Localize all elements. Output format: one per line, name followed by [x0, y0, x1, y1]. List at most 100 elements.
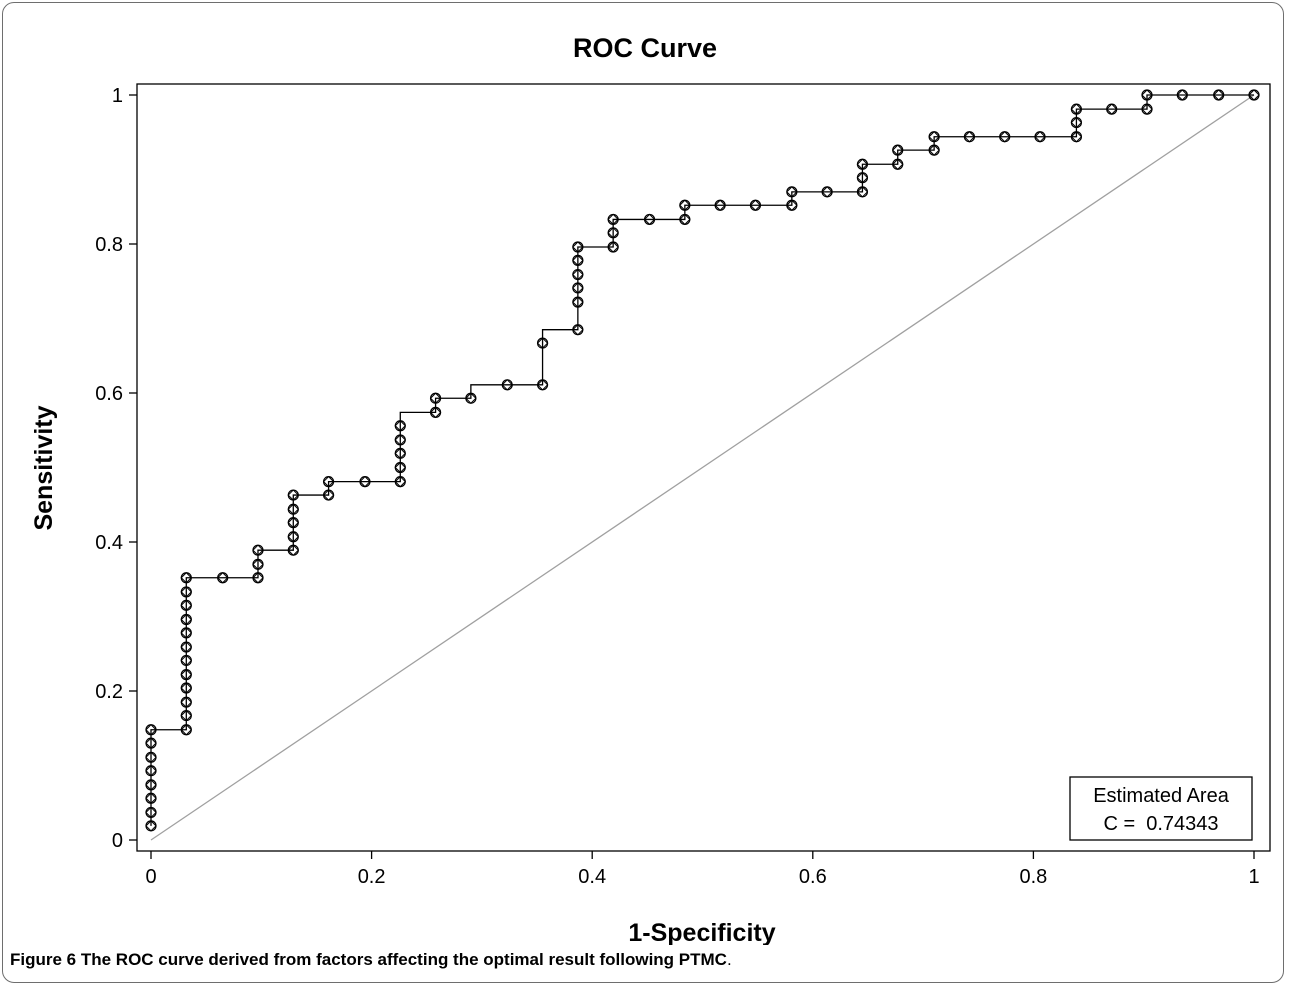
roc-data-point-marker: [180, 668, 193, 681]
roc-data-point-marker: [429, 406, 442, 419]
roc-data-point-marker: [572, 268, 584, 281]
roc-data-point-marker: [679, 213, 691, 226]
roc-data-point-marker: [999, 131, 1011, 143]
roc-data-point-marker: [429, 392, 442, 404]
roc-data-point-marker: [394, 420, 406, 432]
roc-data-point-marker: [607, 213, 619, 226]
estimated-area-border: [1069, 776, 1253, 841]
caption-label: Figure 6: [10, 950, 77, 969]
y-tick-label: 0.6: [95, 383, 123, 405]
roc-data-point-marker: [856, 158, 869, 170]
y-tick-label: 0.2: [95, 681, 123, 703]
y-axis-label: Sensitivity: [30, 405, 58, 530]
roc-data-point-marker: [572, 296, 584, 308]
roc-data-point-marker: [394, 434, 406, 446]
roc-data-point-marker: [749, 199, 762, 211]
roc-data-point-marker: [572, 241, 584, 253]
roc-data-point-marker: [322, 489, 335, 501]
roc-data-point-marker: [536, 379, 549, 391]
estimated-area-box: Estimated Area C = 0.74343: [1069, 776, 1253, 841]
roc-data-point-marker: [180, 599, 193, 612]
roc-data-point-marker: [180, 627, 193, 639]
roc-data-point-marker: [180, 613, 193, 626]
roc-data-point-marker: [572, 254, 584, 267]
roc-data-point-marker: [679, 199, 691, 211]
x-axis-label: 1-Specificity: [628, 919, 775, 945]
roc-data-point-marker: [572, 323, 584, 336]
roc-data-point-marker: [1141, 103, 1153, 115]
figure-caption: Figure 6 The ROC curve derived from fact…: [10, 950, 732, 970]
roc-data-point-marker: [145, 806, 157, 819]
roc-data-point-marker: [145, 737, 157, 749]
roc-data-point-marker: [501, 379, 513, 391]
x-tick-label: 0.2: [358, 866, 386, 888]
roc-data-point-marker: [821, 186, 833, 198]
roc-data-point-marker: [145, 724, 157, 736]
roc-data-point-marker: [1070, 131, 1083, 143]
roc-data-point-marker: [145, 779, 157, 791]
caption-end: .: [726, 950, 732, 969]
reference-diagonal-line: [150, 94, 1255, 841]
axis-ticks: 0 0.2 0.4 0.6 0.8 1 0 0.2 0.4 0.6 0.8 1: [95, 85, 1259, 888]
chart-title: ROC Curve: [573, 33, 717, 63]
roc-series-points: [145, 89, 1260, 832]
roc-data-point-marker: [145, 820, 157, 832]
roc-data-point-marker: [892, 158, 904, 170]
roc-data-point-marker: [287, 544, 299, 556]
roc-series-line: [150, 94, 1254, 826]
roc-data-point-marker: [287, 489, 299, 501]
estimated-area-label: Estimated Area: [1093, 785, 1230, 807]
roc-data-point-marker: [180, 641, 193, 653]
roc-chart: ROC Curve 1-Specificity Sensitivity 0 0.2…: [30, 33, 1271, 945]
roc-data-point-marker: [394, 461, 406, 474]
estimated-area-value: C = 0.74343: [1103, 813, 1218, 835]
roc-data-point-marker: [394, 475, 406, 488]
y-tick-label: 0: [112, 830, 123, 852]
roc-data-point-marker: [856, 171, 869, 184]
roc-data-point-marker: [1212, 89, 1225, 101]
roc-data-point-marker: [252, 544, 264, 556]
roc-data-point-marker: [928, 144, 940, 156]
roc-data-point-marker: [252, 558, 264, 571]
roc-data-point-marker: [607, 241, 619, 253]
roc-data-point-marker: [287, 531, 299, 543]
roc-data-point-marker: [643, 213, 656, 226]
y-tick-label: 1: [112, 85, 123, 107]
roc-data-point-marker: [714, 199, 726, 211]
roc-data-point-marker: [1106, 103, 1118, 115]
roc-data-point-marker: [1034, 131, 1046, 143]
roc-data-point-marker: [1248, 89, 1260, 101]
roc-data-point-marker: [180, 572, 193, 584]
x-tick-label: 1: [1248, 866, 1259, 888]
roc-data-point-marker: [180, 696, 193, 708]
caption-text: The ROC curve derived from factors affec…: [80, 950, 727, 969]
roc-data-point-marker: [252, 572, 264, 584]
roc-data-point-marker: [856, 186, 869, 198]
roc-data-point-marker: [928, 131, 940, 143]
roc-data-point-marker: [1070, 103, 1083, 115]
roc-data-point-marker: [572, 282, 584, 294]
roc-data-point-marker: [394, 447, 406, 460]
roc-data-point-marker: [180, 586, 193, 598]
roc-data-point-marker: [322, 475, 335, 488]
roc-data-point-marker: [180, 724, 193, 736]
roc-data-point-marker: [216, 572, 229, 584]
x-tick-label: 0.6: [799, 866, 827, 888]
x-tick-label: 0.4: [578, 866, 606, 888]
x-tick-label: 0.8: [1019, 866, 1047, 888]
roc-data-point-marker: [180, 654, 193, 667]
roc-data-point-marker: [145, 751, 157, 764]
roc-data-point-marker: [1070, 116, 1083, 129]
x-tick-label: 0: [145, 866, 156, 888]
roc-data-point-marker: [145, 765, 157, 777]
roc-data-point-marker: [963, 131, 976, 143]
roc-data-point-marker: [892, 144, 904, 156]
roc-data-point-marker: [359, 475, 371, 488]
roc-data-point-marker: [786, 186, 798, 198]
y-tick-label: 0.8: [95, 234, 123, 256]
roc-data-point-marker: [1141, 89, 1153, 101]
roc-data-point-marker: [607, 227, 619, 239]
roc-data-point-marker: [287, 503, 299, 515]
roc-data-point-marker: [180, 709, 193, 722]
